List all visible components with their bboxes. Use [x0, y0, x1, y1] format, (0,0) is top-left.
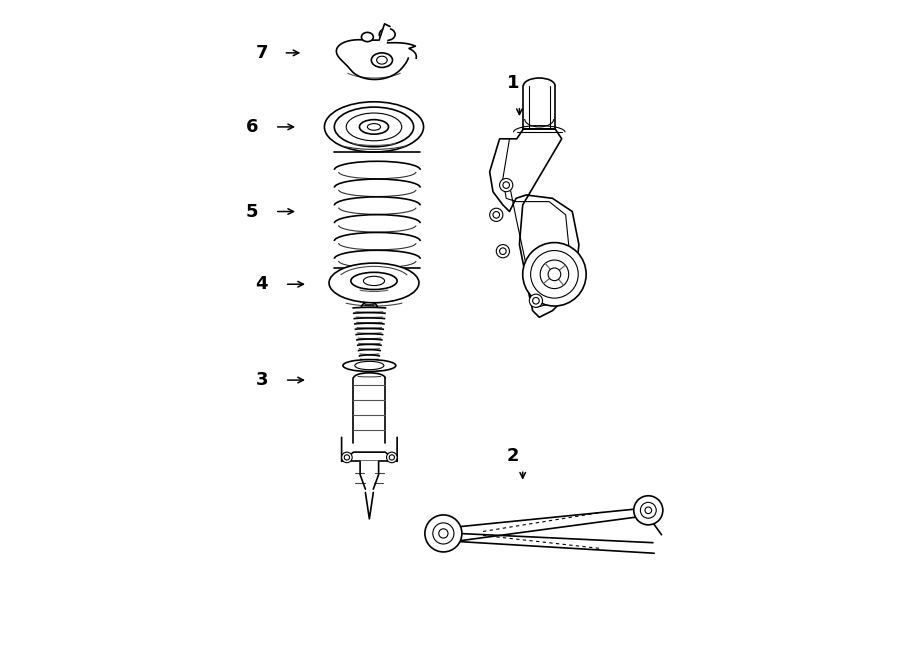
Ellipse shape: [362, 32, 374, 42]
Ellipse shape: [548, 268, 561, 281]
Polygon shape: [454, 510, 658, 551]
Ellipse shape: [433, 523, 454, 544]
Text: 5: 5: [246, 202, 258, 221]
Ellipse shape: [540, 260, 569, 289]
Ellipse shape: [389, 455, 394, 460]
Text: 7: 7: [256, 44, 268, 62]
Polygon shape: [490, 129, 579, 317]
Ellipse shape: [496, 245, 509, 258]
Text: 6: 6: [246, 118, 258, 136]
Polygon shape: [379, 24, 390, 44]
Ellipse shape: [634, 496, 662, 525]
Ellipse shape: [342, 452, 352, 463]
Ellipse shape: [355, 362, 384, 369]
Ellipse shape: [531, 251, 578, 298]
Ellipse shape: [490, 208, 503, 221]
Ellipse shape: [523, 243, 586, 306]
Ellipse shape: [500, 178, 513, 192]
Ellipse shape: [645, 507, 652, 514]
Text: 2: 2: [507, 447, 519, 465]
Ellipse shape: [346, 113, 401, 141]
Ellipse shape: [379, 28, 395, 40]
Ellipse shape: [343, 360, 396, 371]
Ellipse shape: [367, 124, 381, 130]
Ellipse shape: [641, 502, 656, 518]
Ellipse shape: [493, 212, 500, 218]
Text: 3: 3: [256, 371, 268, 389]
Ellipse shape: [376, 56, 387, 64]
Polygon shape: [337, 40, 417, 79]
Polygon shape: [360, 461, 379, 492]
Ellipse shape: [334, 107, 414, 147]
Ellipse shape: [359, 120, 389, 134]
Ellipse shape: [425, 515, 462, 552]
Ellipse shape: [386, 452, 397, 463]
Ellipse shape: [503, 182, 509, 188]
Ellipse shape: [500, 248, 506, 254]
Ellipse shape: [533, 297, 539, 304]
Text: 4: 4: [256, 275, 268, 293]
Ellipse shape: [529, 294, 543, 307]
Ellipse shape: [351, 272, 397, 290]
Text: 1: 1: [507, 73, 519, 92]
Ellipse shape: [324, 102, 424, 152]
Ellipse shape: [372, 53, 392, 67]
Ellipse shape: [329, 263, 418, 303]
Ellipse shape: [344, 455, 349, 460]
Ellipse shape: [439, 529, 448, 538]
Ellipse shape: [364, 276, 384, 286]
